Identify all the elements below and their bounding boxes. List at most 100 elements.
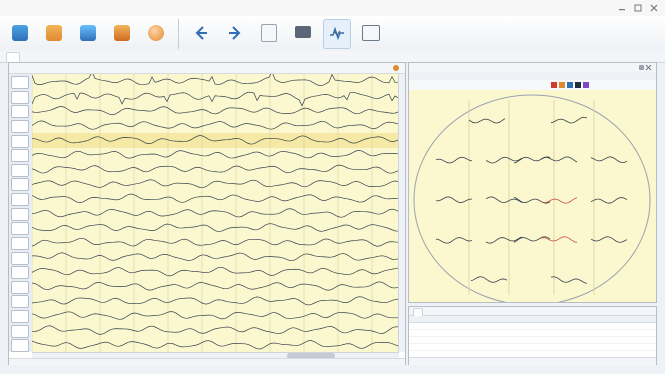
topography-trace (590, 156, 628, 163)
topography-trace (590, 236, 628, 243)
table-cell (621, 330, 656, 336)
table-header-cell (569, 316, 595, 322)
channel-label[interactable] (11, 105, 29, 118)
eeg-plot-area (32, 74, 405, 352)
table-cell (543, 337, 569, 343)
eeg-vertical-scrollbar[interactable] (398, 74, 405, 352)
table-row[interactable] (409, 344, 656, 351)
table-row[interactable] (409, 330, 656, 337)
eeg-controls-bar (9, 63, 405, 74)
eeg-status-bar (9, 358, 405, 365)
topography-trace (468, 118, 506, 124)
topography-trace (485, 156, 523, 164)
measurement-table (409, 316, 656, 358)
table-cell (543, 323, 569, 329)
channel-label[interactable] (11, 252, 29, 265)
eeg-trace (32, 223, 405, 232)
channel-label[interactable] (11, 339, 29, 352)
color-swatch[interactable] (559, 82, 565, 88)
eeg-trace (32, 120, 405, 130)
topography-trace (485, 196, 523, 203)
minimize-button[interactable] (617, 3, 627, 13)
table-cell (409, 344, 439, 350)
channel-label[interactable] (11, 135, 29, 148)
toolbar-button[interactable] (74, 19, 102, 49)
table-header-cell (543, 316, 569, 322)
topography-pin-button[interactable] (639, 65, 644, 70)
toolbar-button[interactable] (6, 19, 34, 49)
eeg-scroll-thumb[interactable] (287, 353, 335, 359)
toolbar-button[interactable] (255, 19, 283, 49)
topography-map (413, 94, 651, 302)
toolbar-button[interactable] (323, 19, 351, 49)
table-header-cell (517, 316, 543, 322)
channel-label[interactable] (11, 266, 29, 279)
upload-icon (46, 25, 62, 41)
toolbar-button[interactable] (142, 19, 170, 49)
color-swatch[interactable] (583, 82, 589, 88)
maximize-button[interactable] (633, 3, 643, 13)
channel-label[interactable] (11, 193, 29, 206)
toolbar-button[interactable] (187, 19, 215, 49)
eeg-trace (32, 135, 405, 145)
eeg-panel (8, 62, 406, 365)
toolbar-button[interactable] (108, 19, 136, 49)
eeg-trace (32, 266, 405, 277)
table-cell (621, 344, 656, 350)
toolbar-overflow[interactable] (333, 29, 341, 37)
channel-label[interactable] (11, 178, 29, 191)
measurement-tab[interactable] (449, 308, 457, 315)
table-row[interactable] (409, 323, 656, 330)
channel-label[interactable] (11, 149, 29, 162)
channel-label[interactable] (11, 76, 29, 89)
color-swatch[interactable] (575, 82, 581, 88)
table-cell (465, 323, 491, 329)
minimize-icon (619, 9, 625, 11)
toolbar-button[interactable] (289, 19, 317, 49)
eeg-trace (32, 193, 405, 204)
table-cell (439, 330, 465, 336)
eeg-trace (32, 237, 405, 247)
channel-label[interactable] (11, 281, 29, 294)
topography-trace (540, 197, 578, 204)
toolbar-button[interactable] (40, 19, 68, 49)
close-button[interactable] (649, 3, 659, 13)
channel-label[interactable] (11, 120, 29, 133)
close-icon (650, 4, 658, 12)
table-cell (517, 337, 543, 343)
toolbar-button[interactable] (357, 19, 385, 49)
table-cell (595, 337, 621, 343)
table-cell (439, 344, 465, 350)
eeg-horizontal-scrollbar[interactable] (32, 352, 399, 359)
channel-label[interactable] (11, 325, 29, 338)
color-swatch[interactable] (551, 82, 557, 88)
table-cell (543, 344, 569, 350)
topography-trace (513, 236, 551, 243)
toolbar-button[interactable] (221, 19, 249, 49)
toolbar (0, 16, 665, 52)
table-header-cell (439, 316, 465, 322)
channel-label[interactable] (11, 295, 29, 308)
channel-label[interactable] (11, 164, 29, 177)
channel-label[interactable] (11, 310, 29, 323)
document-icon (261, 24, 277, 42)
head-outline (413, 94, 651, 302)
report-icon (80, 25, 96, 41)
channel-label[interactable] (11, 222, 29, 235)
eeg-trace (32, 106, 405, 116)
channel-label[interactable] (11, 91, 29, 104)
channel-label[interactable] (11, 208, 29, 221)
document-tab[interactable] (6, 52, 20, 62)
topography-close-button[interactable] (645, 64, 652, 71)
eeg-help-icon[interactable] (393, 65, 399, 71)
measurement-tab[interactable] (413, 308, 423, 316)
channel-label[interactable] (11, 237, 29, 250)
table-cell (569, 337, 595, 343)
table-header-cell (491, 316, 517, 322)
table-cell (491, 323, 517, 329)
table-row[interactable] (409, 337, 656, 344)
study-icon (12, 25, 28, 41)
color-swatch[interactable] (567, 82, 573, 88)
topography-trace (550, 276, 588, 284)
table-cell (517, 344, 543, 350)
